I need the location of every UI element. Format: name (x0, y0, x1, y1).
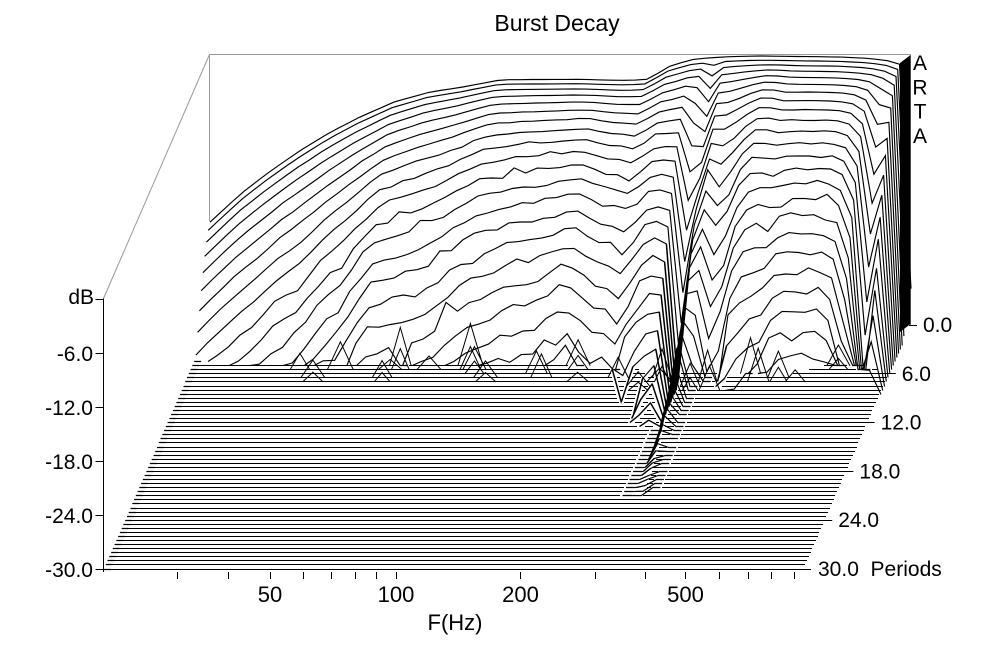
svg-text:A: A (913, 125, 927, 148)
svg-text:50: 50 (258, 582, 282, 607)
svg-text:500: 500 (667, 582, 704, 607)
svg-text:30.0 Periods: 30.0 Periods (818, 558, 942, 581)
svg-text:Burst Decay: Burst Decay (494, 10, 620, 36)
svg-text:F(Hz): F(Hz) (428, 610, 483, 635)
svg-text:T: T (914, 101, 927, 124)
svg-text:-24.0: -24.0 (45, 505, 93, 528)
svg-text:-6.0: -6.0 (57, 343, 93, 366)
svg-text:0.0: 0.0 (923, 314, 952, 337)
svg-text:200: 200 (502, 582, 539, 607)
svg-text:R: R (912, 76, 927, 99)
svg-text:12.0: 12.0 (881, 412, 922, 435)
svg-text:100: 100 (378, 582, 415, 607)
svg-text:18.0: 18.0 (859, 460, 900, 483)
svg-text:24.0: 24.0 (838, 509, 879, 532)
svg-text:dB: dB (68, 286, 94, 309)
svg-text:-12.0: -12.0 (45, 397, 93, 420)
svg-text:-18.0: -18.0 (45, 451, 93, 474)
svg-text:6.0: 6.0 (902, 363, 931, 386)
svg-text:A: A (913, 52, 927, 75)
svg-text:-30.0: -30.0 (45, 559, 93, 582)
